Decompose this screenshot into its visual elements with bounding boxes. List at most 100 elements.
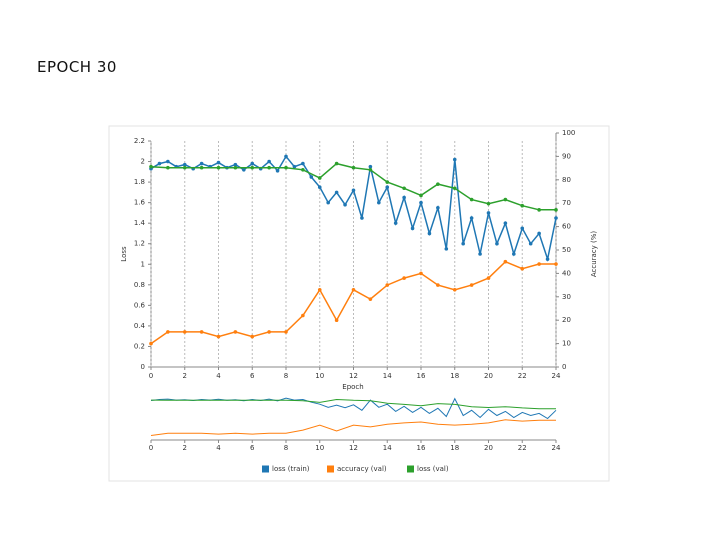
mini-x-tick-label: 16	[417, 444, 426, 452]
y-tick-label: 2.2	[134, 137, 145, 145]
mini-x-tick-label: 14	[383, 444, 392, 452]
point	[317, 287, 322, 292]
point	[216, 334, 221, 339]
point	[486, 211, 491, 215]
point	[149, 341, 153, 346]
point	[436, 283, 440, 287]
y2-tick-label: 60	[562, 223, 571, 231]
point	[292, 164, 297, 169]
point	[166, 330, 170, 334]
point	[554, 208, 558, 212]
point	[419, 271, 423, 276]
x-tick-label: 2	[183, 372, 187, 380]
x-tick-label: 4	[216, 372, 221, 380]
y-tick-label: 1.4	[134, 219, 146, 227]
point	[351, 165, 356, 170]
point	[182, 162, 187, 167]
point	[166, 165, 170, 170]
y2-tick-label: 30	[562, 293, 571, 301]
chart-frame	[108, 125, 610, 482]
point	[309, 175, 314, 179]
point	[377, 200, 381, 205]
mini-x-tick-label: 0	[149, 444, 153, 452]
point	[317, 176, 322, 180]
point	[537, 262, 541, 266]
legend-label: accuracy (val)	[337, 465, 387, 473]
y2-tick-label: 0	[562, 363, 566, 371]
y2-tick-label: 50	[562, 246, 571, 254]
point	[368, 167, 373, 172]
point	[427, 231, 432, 236]
point	[301, 313, 305, 318]
x-tick-label: 14	[383, 372, 392, 380]
mini-line	[150, 397, 557, 420]
point	[503, 259, 508, 264]
y2-tick-label: 100	[562, 129, 575, 137]
point	[537, 231, 541, 236]
mini-x-tick-label: 4	[216, 444, 221, 452]
legend-swatch	[327, 465, 334, 473]
point	[469, 197, 474, 202]
point	[503, 197, 508, 202]
point	[351, 287, 356, 292]
point	[199, 165, 204, 170]
y-tick-label: 1.8	[134, 178, 145, 186]
x-tick-label: 22	[518, 372, 527, 380]
point	[199, 330, 204, 334]
y2-tick-label: 70	[562, 199, 571, 207]
point	[368, 297, 373, 301]
point	[469, 283, 474, 287]
mini-x-tick-label: 18	[450, 444, 459, 452]
point	[528, 241, 533, 246]
point	[267, 159, 271, 164]
y-tick-label: 0.8	[134, 281, 145, 289]
point	[410, 226, 415, 231]
y2-tick-label: 90	[562, 152, 571, 160]
x-tick-label: 16	[417, 372, 426, 380]
x-tick-label: 0	[149, 372, 153, 380]
mini-x-tick-label: 10	[315, 444, 324, 452]
point	[478, 252, 482, 256]
x-tick-label: 18	[450, 372, 459, 380]
point	[250, 334, 255, 339]
slide-title: EPOCH 30	[37, 58, 117, 76]
point	[149, 164, 153, 169]
point	[301, 167, 305, 172]
y-axis-label: Loss	[120, 246, 128, 262]
point	[503, 221, 508, 225]
x-tick-label: 6	[250, 372, 255, 380]
point	[216, 160, 221, 165]
point	[469, 216, 474, 220]
point	[419, 193, 423, 198]
mini-x-tick-label: 22	[518, 444, 527, 452]
point	[452, 186, 457, 191]
x-tick-label: 12	[349, 372, 358, 380]
mini-line	[150, 398, 556, 410]
legend-swatch	[407, 465, 414, 473]
point	[334, 190, 339, 195]
y-tick-label: 2	[141, 158, 145, 166]
point	[182, 330, 187, 334]
point	[267, 165, 271, 170]
point	[284, 154, 288, 159]
point	[343, 202, 347, 207]
y-tick-label: 1	[141, 260, 145, 268]
point	[402, 186, 406, 191]
point	[334, 161, 339, 166]
point	[419, 200, 423, 205]
y-tick-label: 1.6	[134, 199, 146, 207]
y-tick-label: 0.2	[134, 342, 145, 350]
point	[537, 208, 541, 212]
point	[385, 283, 390, 287]
x-tick-label: 24	[552, 372, 561, 380]
legend-label: loss (val)	[417, 465, 449, 473]
point	[326, 200, 330, 205]
y2-tick-label: 10	[562, 340, 571, 348]
point	[452, 287, 457, 292]
mini-x-tick-label: 2	[183, 444, 187, 452]
point	[545, 257, 550, 261]
point	[368, 164, 373, 169]
y2-tick-label: 20	[562, 316, 571, 324]
